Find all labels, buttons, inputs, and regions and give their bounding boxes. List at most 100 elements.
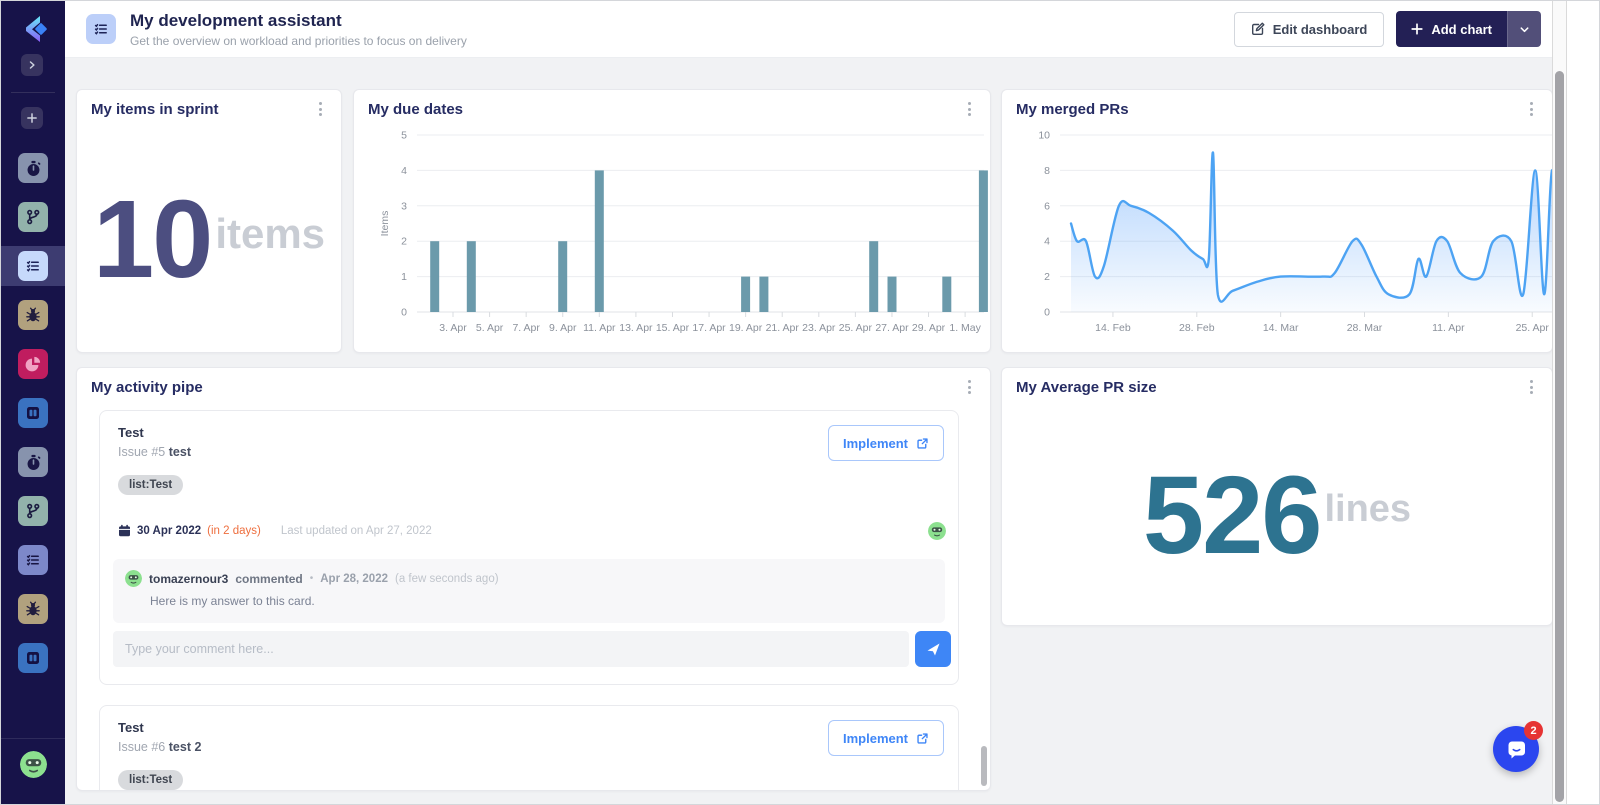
user-avatar[interactable] xyxy=(20,751,47,778)
page-header: My development assistant Get the overvie… xyxy=(65,1,1554,58)
stopwatch-icon xyxy=(27,160,40,176)
send-comment-button[interactable] xyxy=(915,631,951,667)
page-scrollbar-track xyxy=(1552,1,1567,804)
columns-icon xyxy=(27,407,39,419)
bug-icon xyxy=(26,601,40,616)
app-logo-icon xyxy=(26,16,47,42)
label-tag[interactable]: list:Test xyxy=(118,475,184,495)
issue-meta: 30 Apr 2022 (in 2 days) Last updated on … xyxy=(118,524,432,537)
calendar-icon xyxy=(119,524,130,537)
edit-dashboard-button[interactable]: Edit dashboard xyxy=(1233,11,1385,47)
assignee-avatar xyxy=(928,522,946,540)
comment-text: Here is my answer to this card. xyxy=(150,594,315,608)
implement-label: Implement xyxy=(842,435,908,451)
card-average-pr-size: My Average PR size 526 lines xyxy=(1001,367,1553,626)
issue-card: Test Issue #5 test Implement xyxy=(99,410,959,685)
card-menu-button[interactable] xyxy=(1525,98,1538,120)
implement-button[interactable]: Implement xyxy=(827,720,944,756)
svg-text:5. Apr: 5. Apr xyxy=(476,322,504,334)
card-title: My activity pipe xyxy=(91,378,203,396)
card-items-in-sprint: My items in sprint 10 items xyxy=(76,89,342,353)
sidebar-item-bug-tracker-2[interactable] xyxy=(18,594,48,624)
comment: tomazernour3 commented • Apr 28, 2022 (a… xyxy=(113,559,945,623)
svg-text:4: 4 xyxy=(1044,236,1050,248)
add-chart-button[interactable]: Add chart xyxy=(1396,11,1507,47)
page-subtitle: Get the overview on workload and priorit… xyxy=(130,33,467,48)
card-menu-button[interactable] xyxy=(1525,376,1538,398)
svg-text:0: 0 xyxy=(401,307,407,319)
sidebar xyxy=(1,1,65,804)
sidebar-item-pie-reports[interactable] xyxy=(18,349,48,379)
comment-verb: commented xyxy=(235,571,303,586)
sidebar-item-git-branches[interactable] xyxy=(18,202,48,232)
app-logo[interactable] xyxy=(15,11,51,47)
label-tag[interactable]: list:Test xyxy=(118,770,184,790)
external-link-icon xyxy=(917,437,928,449)
svg-text:21. Apr: 21. Apr xyxy=(766,322,800,334)
svg-text:Items: Items xyxy=(379,211,391,237)
svg-text:5: 5 xyxy=(401,130,407,142)
merged-prs-area-chart: 0 2 4 6 8 10 14. Feb 28. Feb 14. Mar 28. Mar 11. A… xyxy=(1038,130,1552,334)
card-menu-button[interactable] xyxy=(963,98,976,120)
robot-avatar-icon xyxy=(928,522,946,540)
page-scrollbar-thumb[interactable] xyxy=(1555,71,1564,802)
svg-text:11. Apr: 11. Apr xyxy=(583,322,616,334)
pr-size-value: 526 xyxy=(1142,453,1323,577)
sidebar-item-sprint-timer-2[interactable] xyxy=(18,447,48,477)
implement-button[interactable]: Implement xyxy=(827,425,944,461)
sidebar-item-board[interactable] xyxy=(18,398,48,428)
issue-text: test xyxy=(168,445,191,459)
sidebar-item-add-view[interactable] xyxy=(21,107,43,129)
svg-text:2: 2 xyxy=(401,236,407,248)
sidebar-item-dashboard-2[interactable] xyxy=(18,545,48,575)
due-dates-bar-chart: 0 1 2 3 4 5 Items 3. Apr 5. Apr 7. Apr 9. Apr 11. A… xyxy=(379,130,988,334)
chevron-down-icon xyxy=(1520,26,1529,32)
issue-title: Test xyxy=(118,720,144,735)
svg-text:9. Apr: 9. Apr xyxy=(549,322,577,334)
add-chart-split-button: Add chart xyxy=(1396,11,1541,47)
pie-chart-icon xyxy=(25,356,41,372)
svg-text:15. Apr: 15. Apr xyxy=(656,322,690,334)
add-chart-label: Add chart xyxy=(1431,21,1492,37)
sprint-items-value: 10 xyxy=(92,178,213,301)
svg-text:11. Apr: 11. Apr xyxy=(1432,322,1465,334)
sidebar-item-collapse[interactable] xyxy=(21,54,43,76)
issue-subtitle: Issue #6 test 2 xyxy=(118,740,201,754)
card-title: My merged PRs xyxy=(1016,100,1129,118)
svg-text:28. Feb: 28. Feb xyxy=(1179,322,1215,334)
sidebar-item-dashboard[interactable] xyxy=(18,251,48,281)
sidebar-item-bug-tracker[interactable] xyxy=(18,300,48,330)
card-menu-button[interactable] xyxy=(963,376,976,398)
svg-text:25. Apr: 25. Apr xyxy=(1516,322,1550,334)
add-chart-dropdown-button[interactable] xyxy=(1507,11,1541,47)
card-menu-button[interactable] xyxy=(314,98,327,120)
svg-text:3: 3 xyxy=(401,200,407,212)
due-relative: (in 2 days) xyxy=(207,524,261,537)
chat-launcher-button[interactable]: 2 xyxy=(1493,721,1543,772)
sidebar-item-board-2[interactable] xyxy=(18,643,48,673)
checklist-icon xyxy=(26,260,39,272)
svg-text:3. Apr: 3. Apr xyxy=(439,322,467,334)
header-actions: Edit dashboard Add chart xyxy=(1233,11,1541,47)
robot-avatar-icon xyxy=(20,751,47,778)
svg-text:14. Mar: 14. Mar xyxy=(1263,322,1299,334)
dashboard-icon-tile xyxy=(86,14,116,44)
edit-dashboard-label: Edit dashboard xyxy=(1272,21,1368,37)
header-text: My development assistant Get the overvie… xyxy=(130,11,467,48)
separator-dot: • xyxy=(309,573,314,584)
columns-icon xyxy=(27,652,39,664)
git-branch-icon xyxy=(27,209,40,225)
comment-input[interactable] xyxy=(113,631,909,667)
plus-icon xyxy=(27,113,37,123)
activity-scrollbar-thumb[interactable] xyxy=(981,746,987,786)
robot-avatar-icon xyxy=(125,570,142,587)
chat-bubble-icon xyxy=(1508,741,1525,758)
svg-text:8: 8 xyxy=(1044,165,1050,177)
issue-card: Test Issue #6 test 2 Implement xyxy=(99,705,959,790)
sidebar-item-git-branches-2[interactable] xyxy=(18,496,48,526)
chat-unread-badge: 2 xyxy=(1524,721,1543,740)
issue-id: Issue #6 xyxy=(118,740,166,754)
implement-label: Implement xyxy=(842,730,908,746)
sidebar-item-sprint-timer[interactable] xyxy=(18,153,48,183)
